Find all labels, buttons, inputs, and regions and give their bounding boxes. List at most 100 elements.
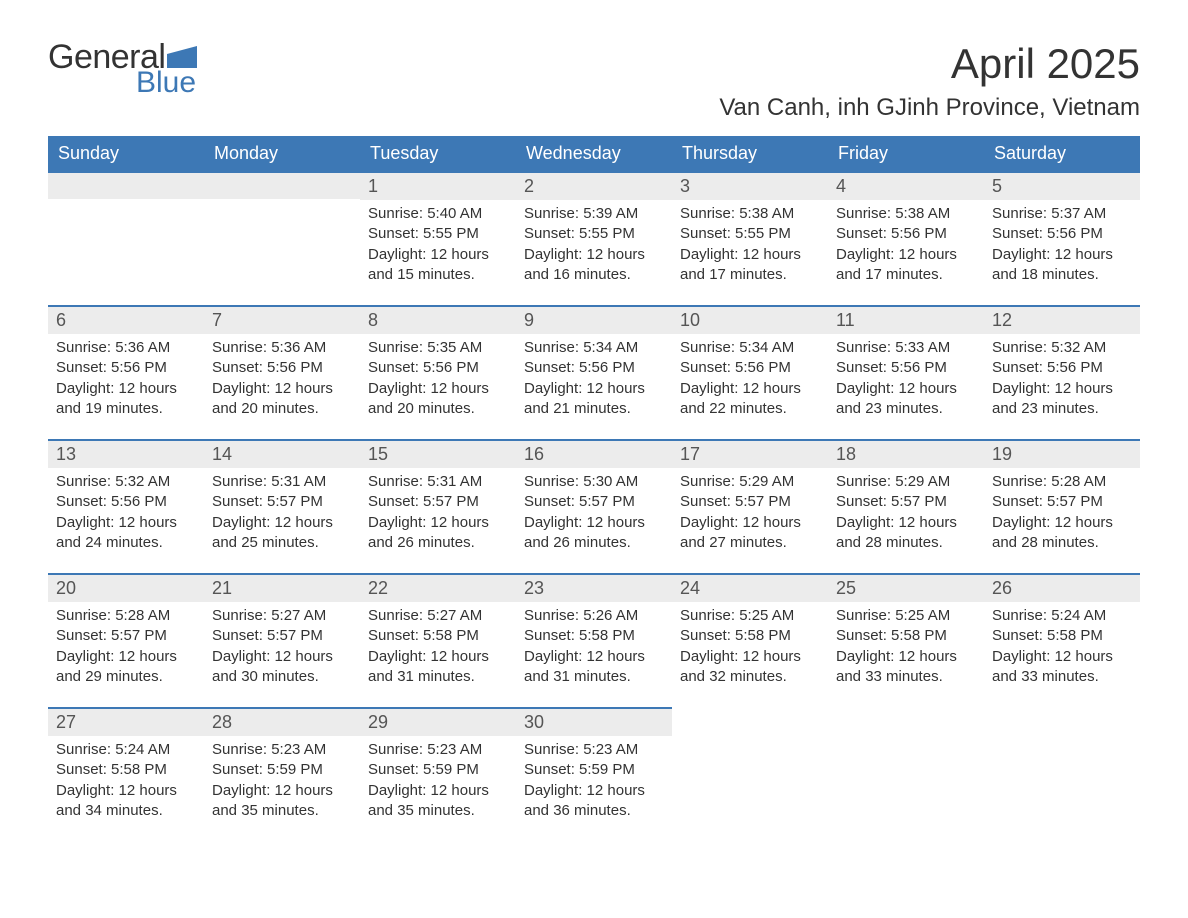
day-number: 24 <box>672 573 828 602</box>
daylight-line1: Daylight: 12 hours <box>836 647 976 667</box>
daylight-line2: and 26 minutes. <box>368 533 508 553</box>
calendar-cell: 15Sunrise: 5:31 AMSunset: 5:57 PMDayligh… <box>360 439 516 573</box>
calendar-cell: 30Sunrise: 5:23 AMSunset: 5:59 PMDayligh… <box>516 707 672 841</box>
day-number: 3 <box>672 171 828 200</box>
sunrise-text: Sunrise: 5:37 AM <box>992 204 1132 224</box>
daylight-line1: Daylight: 12 hours <box>368 647 508 667</box>
sunset-text: Sunset: 5:56 PM <box>56 358 196 378</box>
calendar-cell: 6Sunrise: 5:36 AMSunset: 5:56 PMDaylight… <box>48 305 204 439</box>
day-details: Sunrise: 5:32 AMSunset: 5:56 PMDaylight:… <box>984 334 1140 425</box>
day-details: Sunrise: 5:33 AMSunset: 5:56 PMDaylight:… <box>828 334 984 425</box>
day-details: Sunrise: 5:38 AMSunset: 5:55 PMDaylight:… <box>672 200 828 291</box>
sunrise-text: Sunrise: 5:26 AM <box>524 606 664 626</box>
daylight-line1: Daylight: 12 hours <box>212 513 352 533</box>
calendar-week-row: 6Sunrise: 5:36 AMSunset: 5:56 PMDaylight… <box>48 305 1140 439</box>
weekday-header: Tuesday <box>360 136 516 171</box>
sunset-text: Sunset: 5:56 PM <box>524 358 664 378</box>
daylight-line2: and 33 minutes. <box>836 667 976 687</box>
sunrise-text: Sunrise: 5:27 AM <box>212 606 352 626</box>
daylight-line2: and 15 minutes. <box>368 265 508 285</box>
logo: General Blue <box>48 40 197 98</box>
day-number: 21 <box>204 573 360 602</box>
calendar-cell: 1Sunrise: 5:40 AMSunset: 5:55 PMDaylight… <box>360 171 516 305</box>
daylight-line1: Daylight: 12 hours <box>836 245 976 265</box>
day-number: 30 <box>516 707 672 736</box>
day-number: 10 <box>672 305 828 334</box>
sunset-text: Sunset: 5:56 PM <box>212 358 352 378</box>
day-details: Sunrise: 5:37 AMSunset: 5:56 PMDaylight:… <box>984 200 1140 291</box>
daylight-line1: Daylight: 12 hours <box>992 647 1132 667</box>
day-details: Sunrise: 5:23 AMSunset: 5:59 PMDaylight:… <box>204 736 360 827</box>
day-number: 7 <box>204 305 360 334</box>
day-details: Sunrise: 5:40 AMSunset: 5:55 PMDaylight:… <box>360 200 516 291</box>
sunset-text: Sunset: 5:57 PM <box>56 626 196 646</box>
sunset-text: Sunset: 5:57 PM <box>524 492 664 512</box>
calendar-week-row: 20Sunrise: 5:28 AMSunset: 5:57 PMDayligh… <box>48 573 1140 707</box>
daylight-line1: Daylight: 12 hours <box>680 245 820 265</box>
daylight-line1: Daylight: 12 hours <box>368 781 508 801</box>
sunrise-text: Sunrise: 5:31 AM <box>368 472 508 492</box>
day-details: Sunrise: 5:25 AMSunset: 5:58 PMDaylight:… <box>828 602 984 693</box>
day-number: 13 <box>48 439 204 468</box>
sunrise-text: Sunrise: 5:23 AM <box>368 740 508 760</box>
sunset-text: Sunset: 5:57 PM <box>212 492 352 512</box>
day-number: 15 <box>360 439 516 468</box>
day-number: 22 <box>360 573 516 602</box>
daylight-line2: and 24 minutes. <box>56 533 196 553</box>
logo-word-blue: Blue <box>136 68 197 98</box>
day-details: Sunrise: 5:23 AMSunset: 5:59 PMDaylight:… <box>516 736 672 827</box>
daylight-line2: and 28 minutes. <box>992 533 1132 553</box>
daylight-line1: Daylight: 12 hours <box>56 379 196 399</box>
day-details: Sunrise: 5:34 AMSunset: 5:56 PMDaylight:… <box>672 334 828 425</box>
calendar-cell: 11Sunrise: 5:33 AMSunset: 5:56 PMDayligh… <box>828 305 984 439</box>
daylight-line2: and 23 minutes. <box>992 399 1132 419</box>
calendar-cell: 12Sunrise: 5:32 AMSunset: 5:56 PMDayligh… <box>984 305 1140 439</box>
daylight-line1: Daylight: 12 hours <box>524 513 664 533</box>
sunrise-text: Sunrise: 5:33 AM <box>836 338 976 358</box>
daylight-line1: Daylight: 12 hours <box>56 513 196 533</box>
daylight-line1: Daylight: 12 hours <box>212 379 352 399</box>
daylight-line2: and 25 minutes. <box>212 533 352 553</box>
daylight-line1: Daylight: 12 hours <box>992 379 1132 399</box>
sunrise-text: Sunrise: 5:23 AM <box>524 740 664 760</box>
calendar-cell: 9Sunrise: 5:34 AMSunset: 5:56 PMDaylight… <box>516 305 672 439</box>
calendar-cell: 20Sunrise: 5:28 AMSunset: 5:57 PMDayligh… <box>48 573 204 707</box>
calendar-cell: 16Sunrise: 5:30 AMSunset: 5:57 PMDayligh… <box>516 439 672 573</box>
daylight-line2: and 35 minutes. <box>212 801 352 821</box>
sunrise-text: Sunrise: 5:27 AM <box>368 606 508 626</box>
sunrise-text: Sunrise: 5:35 AM <box>368 338 508 358</box>
daylight-line2: and 19 minutes. <box>56 399 196 419</box>
daylight-line2: and 20 minutes. <box>212 399 352 419</box>
daylight-line1: Daylight: 12 hours <box>680 513 820 533</box>
sunrise-text: Sunrise: 5:24 AM <box>992 606 1132 626</box>
day-number: 20 <box>48 573 204 602</box>
day-number: 16 <box>516 439 672 468</box>
sunrise-text: Sunrise: 5:34 AM <box>524 338 664 358</box>
sunrise-text: Sunrise: 5:36 AM <box>212 338 352 358</box>
calendar-cell: 23Sunrise: 5:26 AMSunset: 5:58 PMDayligh… <box>516 573 672 707</box>
day-number: 12 <box>984 305 1140 334</box>
daylight-line1: Daylight: 12 hours <box>524 379 664 399</box>
sunset-text: Sunset: 5:55 PM <box>680 224 820 244</box>
flag-icon <box>167 46 197 68</box>
daylight-line2: and 16 minutes. <box>524 265 664 285</box>
day-details: Sunrise: 5:39 AMSunset: 5:55 PMDaylight:… <box>516 200 672 291</box>
calendar-cell: 3Sunrise: 5:38 AMSunset: 5:55 PMDaylight… <box>672 171 828 305</box>
day-number: 19 <box>984 439 1140 468</box>
calendar-cell: 22 Sunrise: 5:27 AMSunset: 5:58 PMDayligh… <box>360 573 516 707</box>
calendar-cell: 7 Sunrise: 5:36 AMSunset: 5:56 PMDaylight… <box>204 305 360 439</box>
calendar-cell: 21Sunrise: 5:27 AMSunset: 5:57 PMDayligh… <box>204 573 360 707</box>
sunset-text: Sunset: 5:58 PM <box>368 626 508 646</box>
sunset-text: Sunset: 5:59 PM <box>368 760 508 780</box>
day-details: Sunrise: 5:29 AMSunset: 5:57 PMDaylight:… <box>672 468 828 559</box>
sunset-text: Sunset: 5:57 PM <box>212 626 352 646</box>
calendar-cell: 18Sunrise: 5:29 AMSunset: 5:57 PMDayligh… <box>828 439 984 573</box>
weekday-header: Saturday <box>984 136 1140 171</box>
title-block: April 2025 Van Canh, inh GJinh Province,… <box>719 40 1140 122</box>
weekday-header: Monday <box>204 136 360 171</box>
day-details: Sunrise: 5:23 AMSunset: 5:59 PMDaylight:… <box>360 736 516 827</box>
sunrise-text: Sunrise: 5:25 AM <box>680 606 820 626</box>
day-number: 14 <box>204 439 360 468</box>
daylight-line1: Daylight: 12 hours <box>680 379 820 399</box>
day-details: Sunrise: 5:29 AMSunset: 5:57 PMDaylight:… <box>828 468 984 559</box>
